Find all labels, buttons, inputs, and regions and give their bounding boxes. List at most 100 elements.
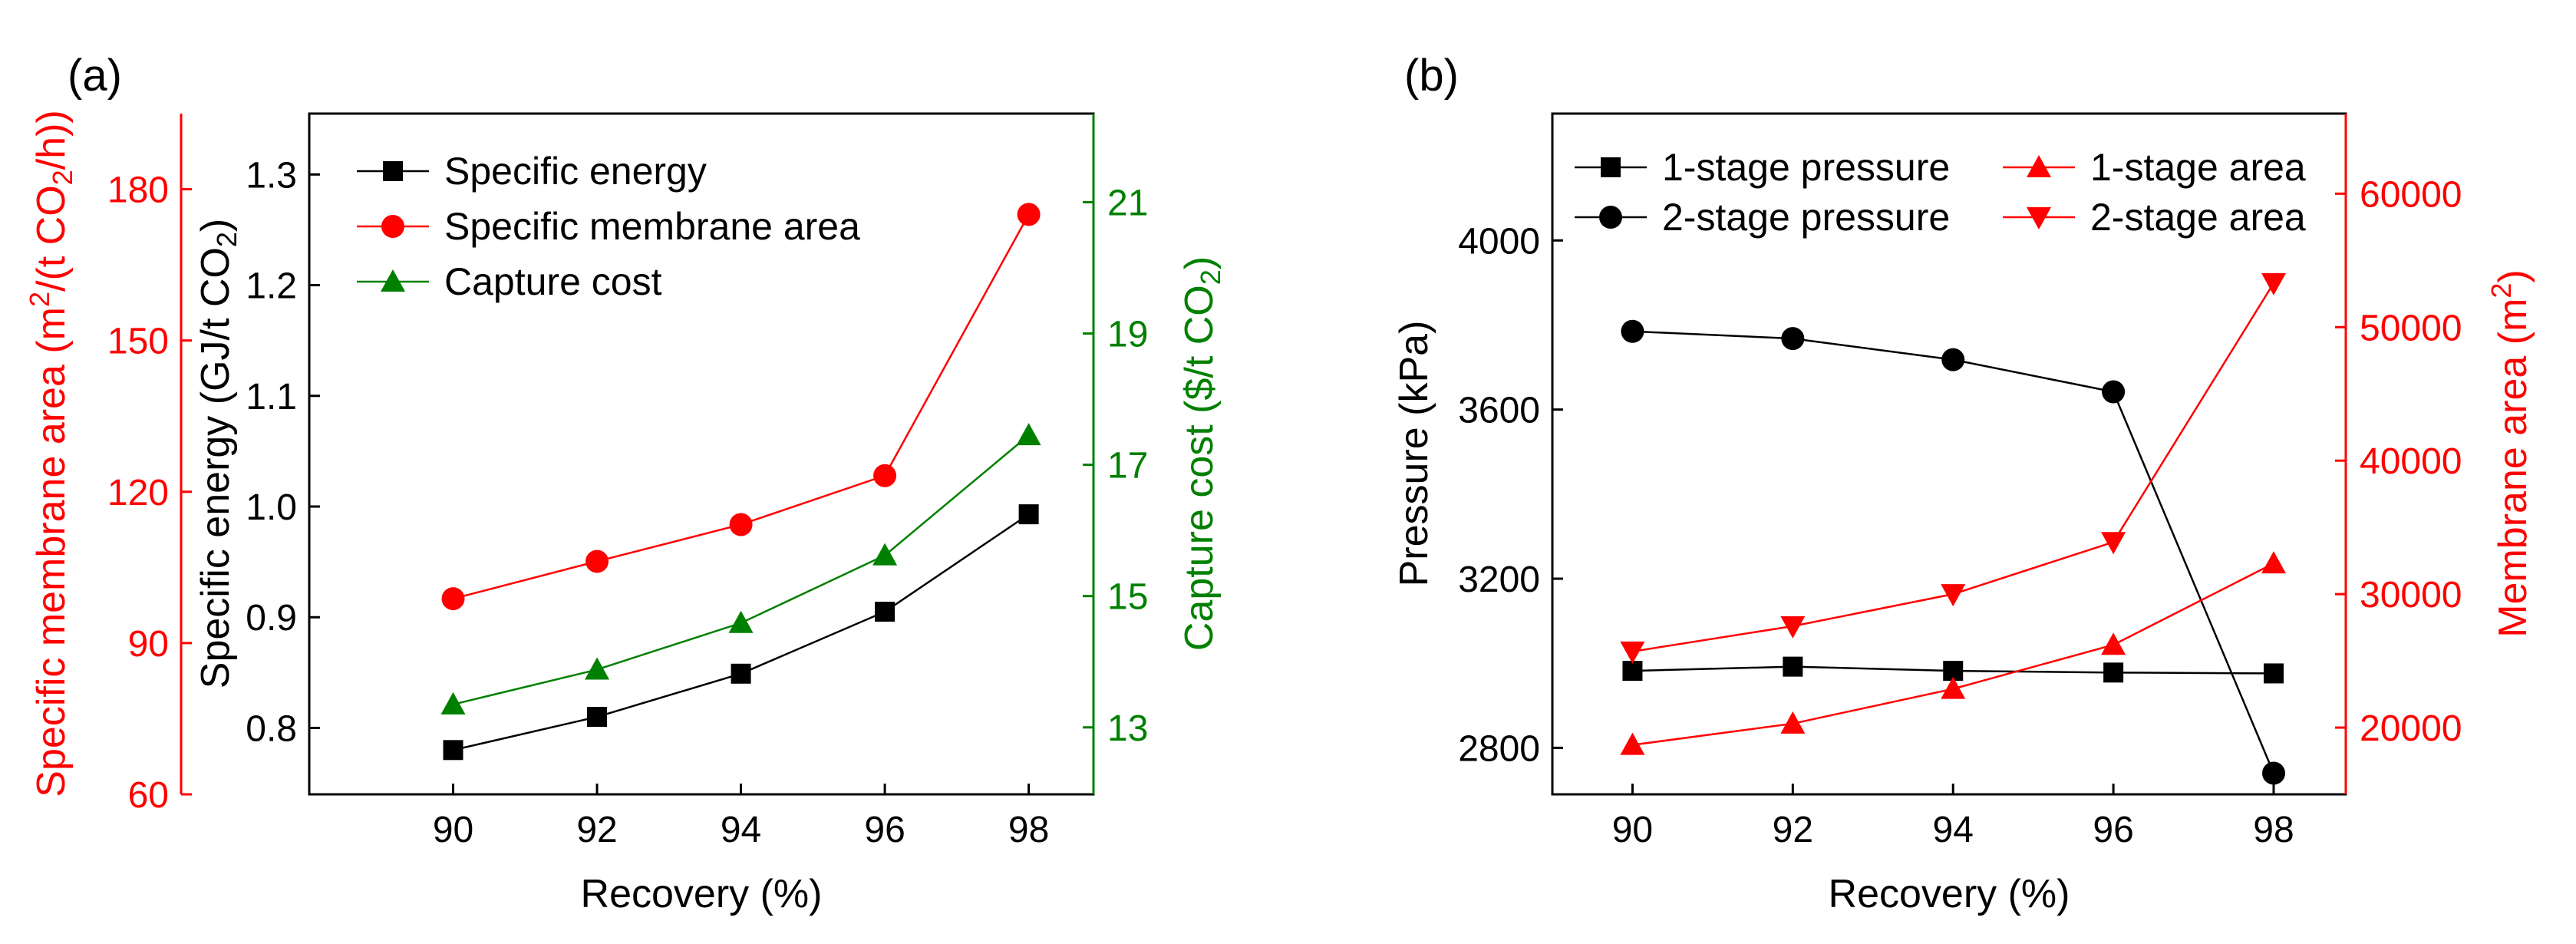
b-2-stage-pressure-point-92: [1781, 327, 1805, 351]
panel-a-capture-cost-axis-label: Capture cost ($/t CO2): [1177, 256, 1226, 651]
b-2-stage-area-point-90: [1620, 641, 1645, 664]
a-area-tick-label-60: 60: [128, 775, 169, 816]
panel-a-membrane-area-axis: 60 90 120 150 180: [107, 170, 192, 816]
b-area-tick-label-40000: 40000: [2360, 441, 2462, 482]
panel-b-pressure-axis: 2800 3200 3600 4000: [1458, 221, 1563, 769]
x-tick-label-98: 98: [1008, 810, 1049, 850]
a-legend-specific-energy-marker: [383, 161, 403, 181]
a-energy-tick-label-1.0: 1.0: [246, 487, 297, 528]
x-tick-label-94: 94: [1933, 810, 1974, 850]
panel-b-legend: 1-stage pressure 2-stage pressure 1-stage …: [1575, 146, 2306, 239]
panel-b: (b) 90 92 94 96 98 2800 3200 3600 4000 20000 300…: [1392, 51, 2535, 916]
b-area-tick-label-50000: 50000: [2360, 308, 2462, 348]
b-1-stage-area-point-94: [1941, 676, 1966, 699]
a-specific-membrane-area-point-96: [873, 464, 897, 487]
b-2-stage-pressure-point-90: [1621, 319, 1644, 343]
panel-a-legend: Specific energy Specific membrane area Cap…: [357, 150, 860, 303]
b-area-tick-label-20000: 20000: [2360, 708, 2462, 749]
x-tick-label-96: 96: [2093, 810, 2133, 850]
b-legend-1-stage-area-marker: [2027, 155, 2051, 177]
b-legend-1-stage-pressure-marker: [1601, 157, 1621, 177]
b-legend-1-stage-area-label: 1-stage area: [2090, 146, 2306, 189]
panel-a-energy-axis: 0.8 0.9 1.0 1.1 1.2 1.3: [246, 155, 320, 749]
a-specific-membrane-area-point-94: [729, 513, 753, 536]
b-1-stage-area-point-98: [2261, 551, 2286, 574]
panel-b-membrane-area-axis: 20000 30000 40000 50000 60000: [2335, 174, 2462, 749]
a-capture-cost-point-96: [872, 543, 898, 566]
b-legend-2-stage-pressure-marker: [1599, 206, 1622, 229]
a-area-tick-label-120: 120: [107, 473, 169, 513]
x-tick-label-94: 94: [721, 810, 761, 850]
b-legend-2-stage-area-marker: [2027, 207, 2051, 229]
a-specific-energy-point-96: [875, 602, 895, 622]
a-energy-tick-label-0.8: 0.8: [246, 708, 297, 749]
panel-a-label: (a): [68, 51, 122, 101]
panel-b-x-axis-label: Recovery (%): [1829, 872, 2070, 916]
a-cost-tick-label-15: 15: [1107, 577, 1148, 618]
b-pressure-tick-label-2800: 2800: [1458, 728, 1540, 769]
x-tick-label-92: 92: [1773, 810, 1813, 850]
b-2-stage-area-point-96: [2101, 532, 2126, 555]
panel-b-series: [1620, 272, 2286, 785]
b-1-stage-area-point-96: [2101, 632, 2126, 655]
b-legend-2-stage-pressure-label: 2-stage pressure: [1662, 196, 1950, 239]
a-capture-cost-point-90: [440, 691, 466, 715]
panel-a-x-axis: 90 92 94 96 98: [433, 784, 1049, 850]
a-capture-cost-point-94: [728, 610, 754, 633]
b-area-tick-label-60000: 60000: [2360, 174, 2462, 215]
x-tick-label-98: 98: [2253, 810, 2294, 850]
a-cost-tick-label-19: 19: [1107, 315, 1148, 355]
a-legend-specific-membrane-area-label: Specific membrane area: [444, 205, 860, 248]
a-capture-cost-point-98: [1016, 423, 1041, 446]
panel-a-series: [440, 203, 1041, 761]
b-2-stage-area-point-92: [1780, 616, 1806, 639]
b-1-stage-pressure-point-90: [1622, 661, 1643, 682]
a-legend-specific-membrane-area-marker: [381, 215, 404, 238]
a-area-tick-label-150: 150: [107, 322, 169, 362]
a-legend-capture-cost-label: Capture cost: [444, 260, 662, 303]
a-area-tick-label-180: 180: [107, 170, 169, 211]
b-2-stage-area-point-94: [1941, 584, 1966, 607]
b-1-stage-pressure-point-96: [2103, 662, 2124, 683]
a-cost-tick-label-21: 21: [1107, 183, 1148, 223]
panel-a-x-axis-label: Recovery (%): [581, 872, 823, 916]
panel-b-x-axis: 90 92 94 96 98: [1612, 784, 2294, 850]
panel-a-energy-axis-label: Specific energy (GJ/t CO2): [193, 219, 242, 688]
a-energy-tick-label-1.1: 1.1: [246, 377, 297, 418]
b-legend-1-stage-pressure-label: 1-stage pressure: [1662, 146, 1950, 189]
a-specific-membrane-area-point-90: [441, 587, 465, 611]
a-specific-membrane-area-point-98: [1017, 203, 1041, 226]
panel-a-capture-cost-axis: 13 15 17 19 21: [1083, 183, 1148, 749]
b-2-stage-pressure-point-96: [2102, 380, 2126, 404]
b-pressure-tick-label-4000: 4000: [1458, 221, 1540, 262]
a-cost-tick-label-17: 17: [1107, 446, 1148, 487]
a-legend-specific-energy-label: Specific energy: [444, 150, 707, 193]
a-energy-tick-label-1.3: 1.3: [246, 155, 297, 196]
a-specific-energy-point-94: [731, 663, 751, 684]
x-tick-label-90: 90: [433, 810, 473, 850]
b-1-stage-area-point-92: [1780, 711, 1806, 734]
b-1-stage-pressure-point-92: [1783, 656, 1803, 677]
panel-b-membrane-area-axis-label: Membrane area (m2): [2485, 269, 2535, 638]
x-tick-label-96: 96: [864, 810, 905, 850]
b-2-stage-pressure-point-94: [1941, 348, 1965, 371]
b-1-stage-area-point-90: [1620, 732, 1645, 755]
x-tick-label-90: 90: [1612, 810, 1653, 850]
b-area-tick-label-30000: 30000: [2360, 575, 2462, 616]
b-2-stage-pressure-line: [1632, 330, 2275, 774]
b-2-stage-area-point-98: [2261, 272, 2286, 295]
panel-a-membrane-area-axis-label: Specific membrane area (m2/(t CO2/h)): [24, 110, 78, 797]
panel-b-label: (b): [1404, 51, 1459, 101]
a-capture-cost-point-92: [585, 657, 610, 680]
a-specific-energy-point-92: [587, 707, 608, 728]
x-tick-label-92: 92: [576, 810, 617, 850]
a-energy-tick-label-0.9: 0.9: [246, 598, 297, 639]
a-specific-energy-point-90: [443, 740, 463, 761]
panel-b-pressure-axis-label: Pressure (kPa): [1392, 321, 1436, 587]
b-pressure-tick-label-3200: 3200: [1458, 559, 1540, 600]
a-specific-membrane-area-point-92: [585, 550, 609, 573]
a-specific-energy-point-98: [1018, 504, 1039, 525]
a-area-tick-label-90: 90: [128, 624, 169, 665]
panel-a: (a) 90 92 94 96 98 0.8 0.9 1.0 1.1 1.2 1.3 60 90 12…: [24, 51, 1226, 916]
